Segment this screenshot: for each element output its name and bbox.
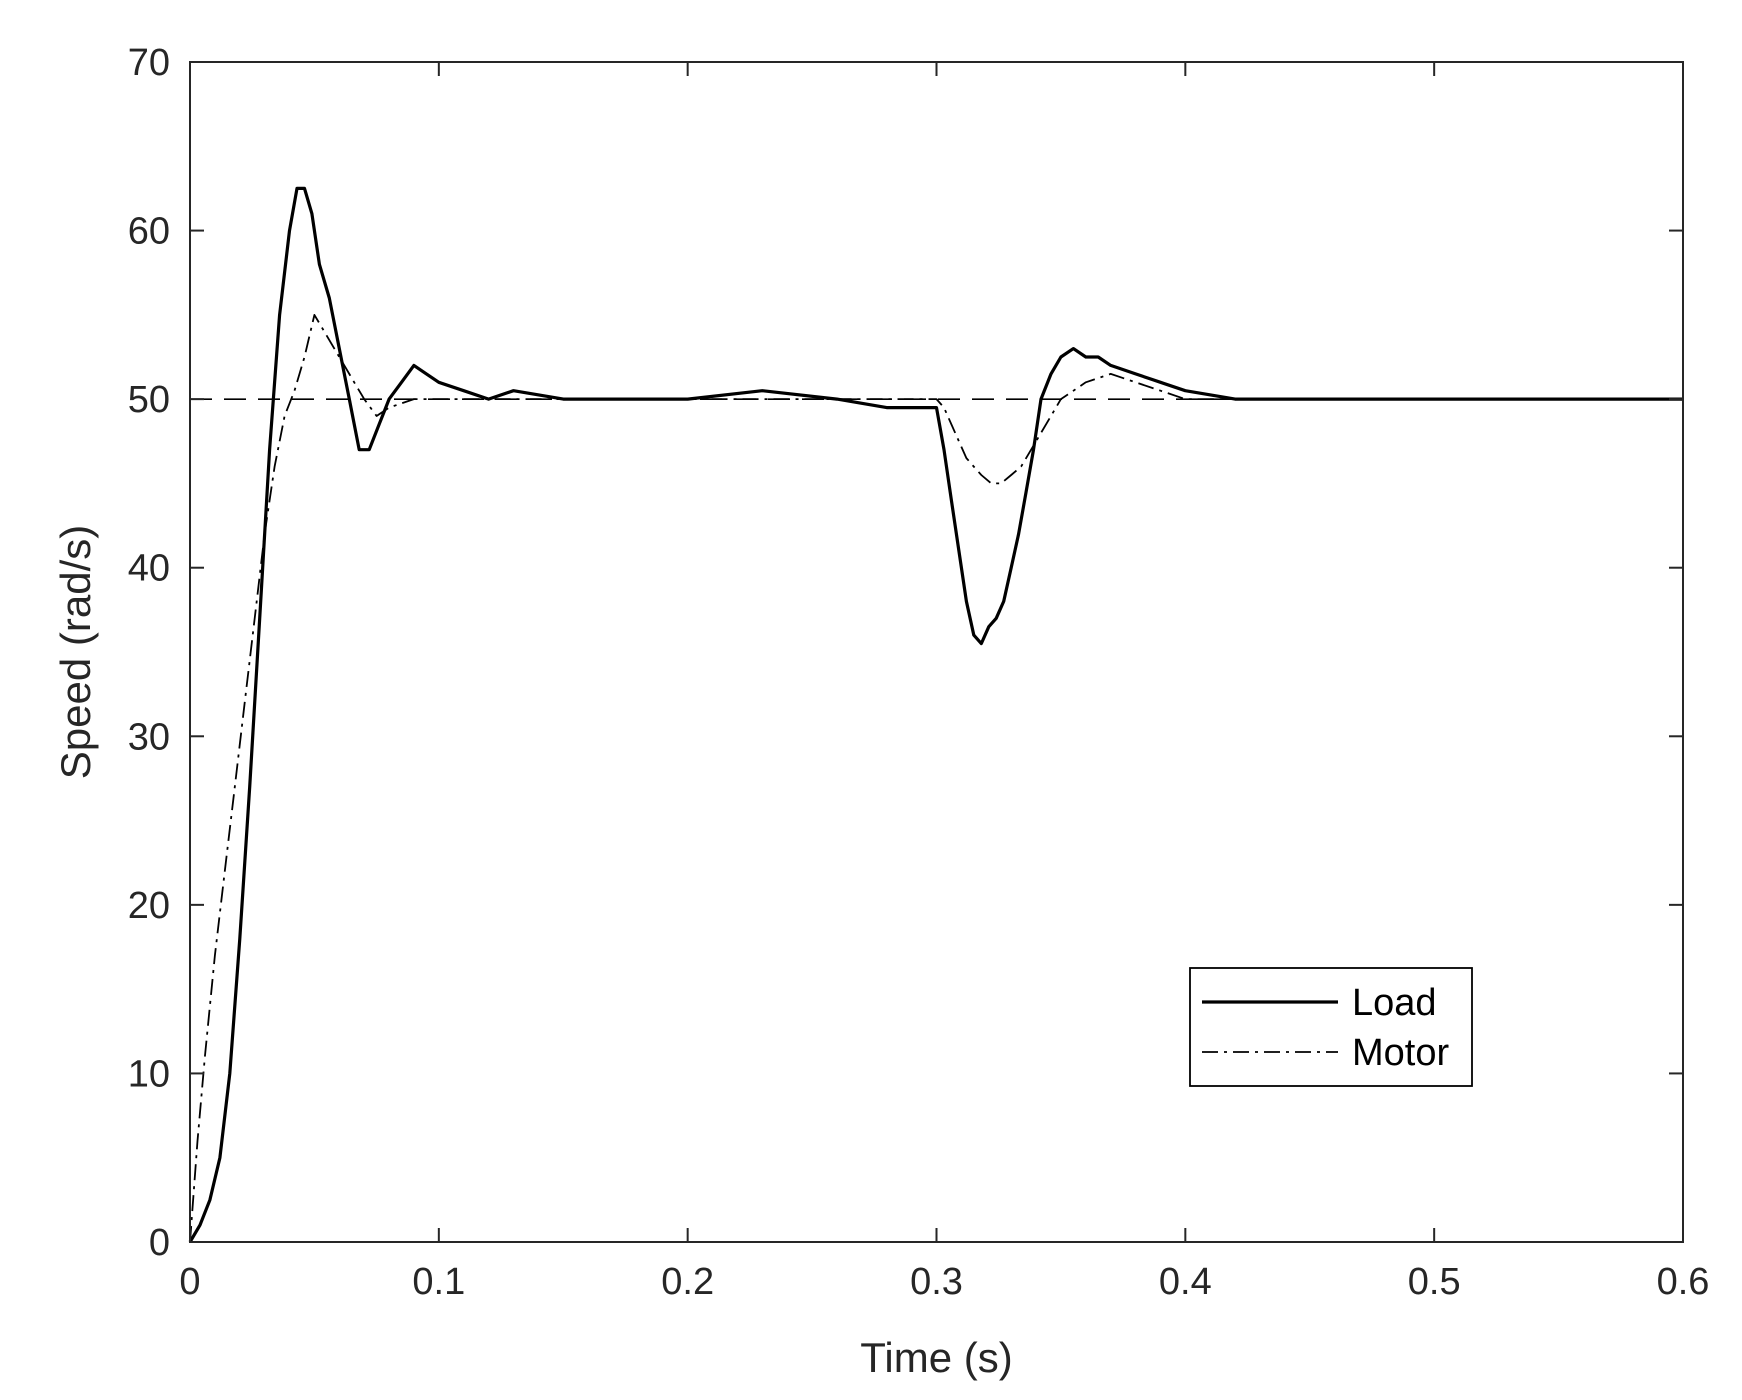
x-tick-label-2: 0.2	[661, 1261, 714, 1303]
y-tick-label-5: 50	[128, 379, 170, 421]
x-tick-label-6: 0.6	[1657, 1261, 1710, 1303]
x-axis-ticks: 0 0.1 0.2 0.3 0.4 0.5 0.6	[179, 62, 1709, 1303]
legend: Load Motor	[1189, 967, 1473, 1087]
y-axis-title: Speed (rad/s)	[52, 525, 99, 779]
x-tick-label-4: 0.4	[1159, 1261, 1212, 1303]
y-axis-ticks: 0 10 20 30 40 50 60 70	[128, 42, 1683, 1264]
y-tick-label-2: 20	[128, 885, 170, 927]
legend-label-load: Load	[1352, 982, 1437, 1024]
legend-box	[1189, 967, 1473, 1087]
x-tick-label-1: 0.1	[412, 1261, 465, 1303]
y-tick-label-3: 30	[128, 716, 170, 758]
y-tick-label-4: 40	[128, 548, 170, 590]
x-tick-label-0: 0	[179, 1261, 200, 1303]
y-tick-label-0: 0	[149, 1222, 170, 1264]
x-axis-title: Time (s)	[860, 1334, 1012, 1381]
series-line-motor	[189, 313, 1683, 1243]
x-tick-label-3: 0.3	[910, 1261, 963, 1303]
series-line-load	[188, 186, 1683, 1243]
y-tick-label-7: 70	[128, 42, 170, 84]
legend-label-motor: Motor	[1352, 1032, 1449, 1074]
x-tick-label-5: 0.5	[1408, 1261, 1461, 1303]
y-tick-label-6: 60	[128, 211, 170, 253]
y-tick-label-1: 10	[128, 1053, 170, 1095]
